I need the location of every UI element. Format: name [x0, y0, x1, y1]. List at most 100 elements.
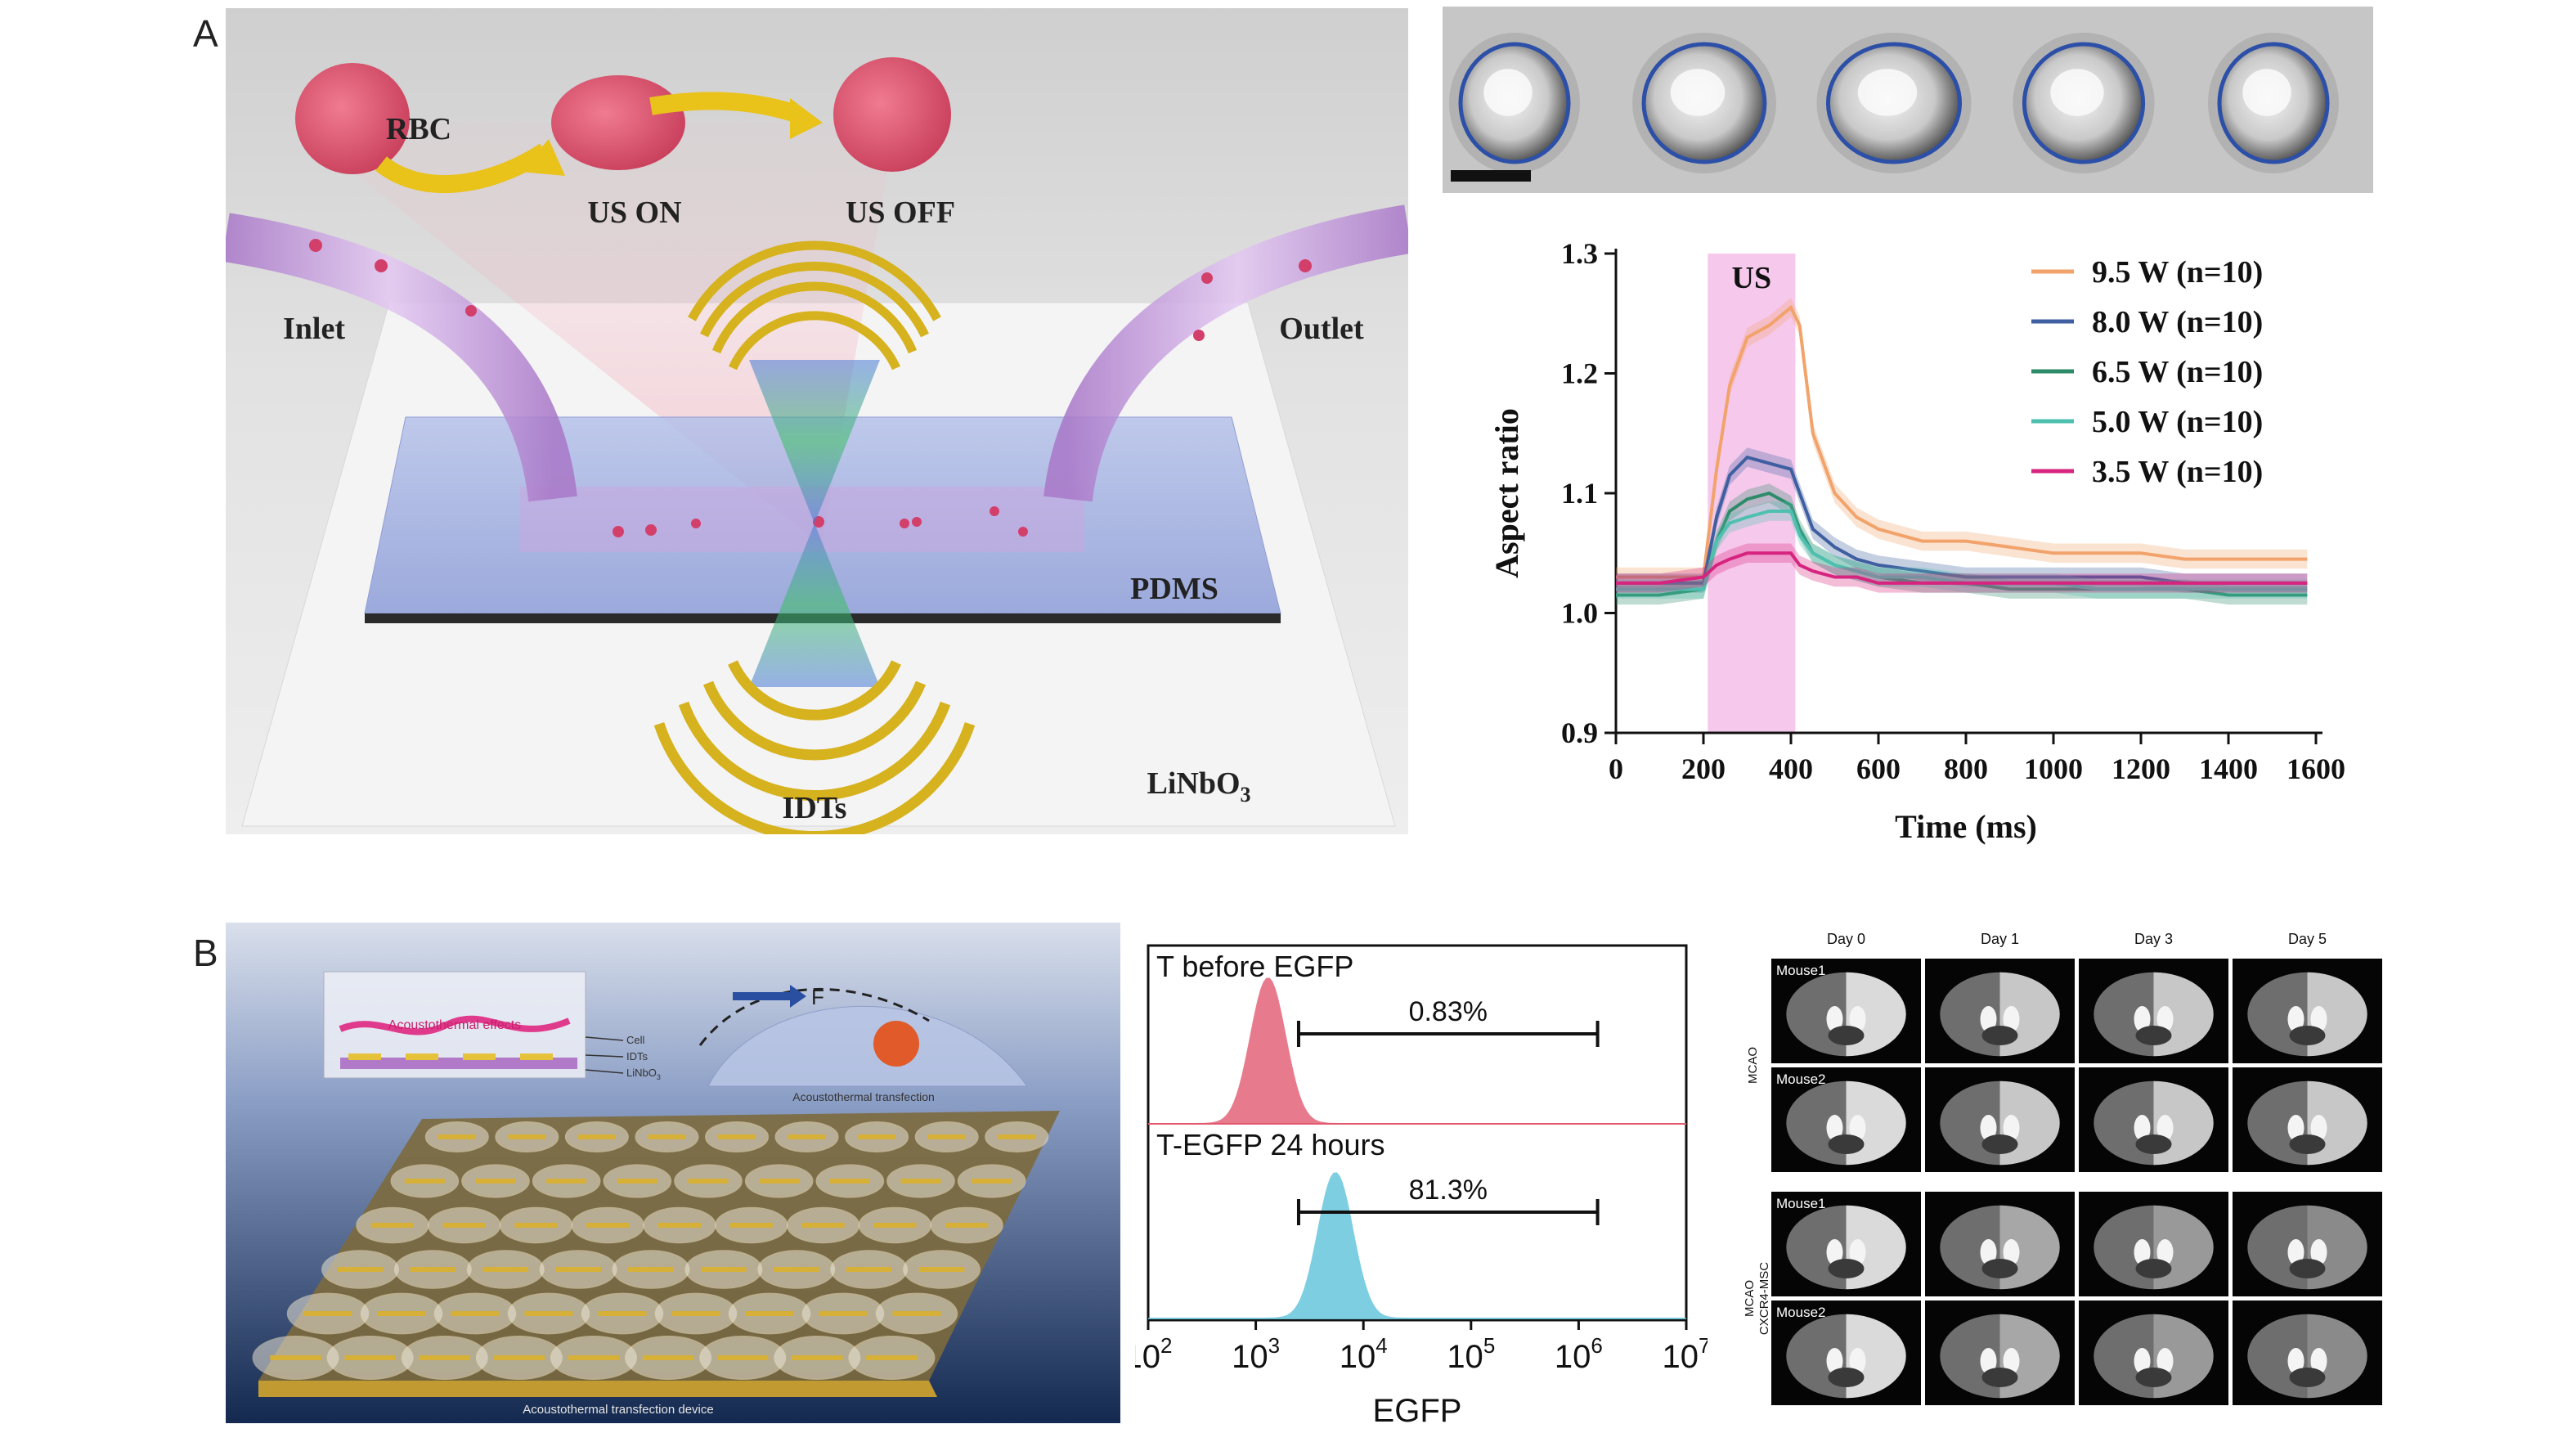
scale-bar [1451, 170, 1531, 182]
x-tick-label: 102 [1135, 1333, 1172, 1375]
mouse-label: Mouse1 [1776, 963, 1825, 978]
mri-scan-tile [2233, 959, 2382, 1063]
svg-text:6.5 W (n=10): 6.5 W (n=10) [2092, 355, 2263, 389]
x-axis-title: Time (ms) [1895, 808, 2037, 845]
series-line [1616, 551, 2308, 585]
rbc-cell-1 [295, 63, 410, 174]
outlet-label: Outlet [1279, 312, 1364, 346]
histogram-label: T-EGFP 24 hours [1156, 1128, 1384, 1161]
group-label: MCAOCXCR4-MSC [1743, 1262, 1771, 1335]
arrow-icon [375, 143, 550, 194]
rbc-image-cell [1449, 33, 1580, 173]
egfp-flow-cytometry-chart: T before EGFP 0.83% T-EGFP 24 hours 81.3% 10… [1135, 944, 1708, 1429]
aspect-ratio-chart: US 0.9 1.0 1.1 1.2 1.3 0 200 400 600 800 1000 1200 14… [1488, 237, 2345, 845]
acoustothermal-device-render: Acoustothermal effects Cell IDTs LiNbO3 … [226, 923, 1120, 1423]
series-line [1616, 304, 2308, 579]
idts-label: IDTs [783, 791, 847, 825]
y-tick-label: 0.9 [1561, 716, 1598, 749]
us-off-label: US OFF [846, 195, 955, 230]
x-tick-label: 400 [1769, 752, 1813, 785]
rbc-deformation-image-strip [1443, 7, 2373, 193]
legend-entry: 9.5 W (n=10) [2031, 255, 2263, 290]
device-caption: Acoustothermal transfection device [523, 1403, 713, 1417]
mouse-label: Mouse2 [1776, 1071, 1825, 1087]
x-tick-label: 600 [1856, 752, 1901, 785]
mouse-label: Mouse2 [1776, 1305, 1825, 1320]
mri-scan-tile [2233, 1067, 2382, 1172]
mri-scan-tile [2079, 1192, 2228, 1296]
legend-entry: 6.5 W (n=10) [2031, 355, 2263, 389]
mri-scan-tile [1771, 959, 1921, 1063]
us-band-label: US [1732, 261, 1772, 295]
mri-scan-tile [1925, 1192, 2075, 1296]
rbc-image-cell [1632, 33, 1776, 173]
acoustothermal-inset: Acoustothermal effects Cell IDTs LiNbO3 [323, 971, 661, 1081]
gate-percent: 0.83% [1409, 996, 1488, 1027]
y-tick-label: 1.3 [1561, 237, 1598, 270]
x-tick-label: 103 [1232, 1333, 1280, 1375]
mri-scan-tile [2079, 1067, 2228, 1172]
rbc-image-cell [1816, 33, 1972, 173]
histogram-curve [1148, 1172, 1686, 1319]
x-tick-label: 1400 [2199, 752, 2258, 785]
rbc-image-cell [2208, 33, 2339, 173]
day-column-label: Day 1 [1981, 931, 2019, 947]
x-tick-label: 105 [1447, 1333, 1495, 1375]
rbc-label: RBC [386, 112, 451, 146]
rbc-cell-3 [833, 57, 951, 172]
rbc-image-cell [2013, 33, 2155, 173]
arrow-icon [649, 92, 801, 124]
day-column-label: Day 5 [2288, 931, 2327, 947]
legend-entry: 8.0 W (n=10) [2031, 305, 2263, 339]
mouse-label: Mouse1 [1776, 1196, 1825, 1211]
x-tick-label: 800 [1944, 752, 1988, 785]
svg-text:IDTs: IDTs [626, 1050, 648, 1062]
y-tick-label: 1.0 [1561, 597, 1598, 630]
svg-text:9.5 W (n=10): 9.5 W (n=10) [2092, 255, 2263, 290]
mri-scan-tile [1771, 1067, 1921, 1172]
svg-text:3.5 W (n=10): 3.5 W (n=10) [2092, 455, 2263, 489]
series-line [1616, 455, 2308, 585]
linbo3-label: LiNbO3 [1147, 766, 1250, 806]
histogram-curve [1148, 977, 1686, 1125]
svg-text:LiNbO3: LiNbO3 [626, 1067, 661, 1081]
x-tick-label: 0 [1609, 752, 1623, 785]
y-axis-title: Aspect ratio [1488, 408, 1525, 578]
mri-scan-tile [1771, 1300, 1921, 1405]
plot-frame [1147, 944, 1688, 1322]
y-tick-label: 1.2 [1561, 357, 1598, 390]
mri-scan-tile [1925, 1300, 2075, 1405]
svg-text:Cell: Cell [626, 1034, 645, 1046]
gate-percent: 81.3% [1409, 1175, 1488, 1206]
x-tick-label: 1000 [2024, 752, 2083, 785]
day-column-label: Day 3 [2134, 931, 2173, 947]
transfection-cell-illustration: F Acoustothermal transfection [698, 985, 1028, 1103]
legend-entry: 5.0 W (n=10) [2031, 405, 2263, 439]
x-axis-title: EGFP [1373, 1393, 1462, 1429]
svg-text:Acoustothermal effects: Acoustothermal effects [388, 1018, 521, 1032]
us-on-label: US ON [587, 195, 681, 230]
x-tick-label: 1600 [2287, 752, 2345, 785]
pdms-label: PDMS [1130, 572, 1218, 606]
day-column-label: Day 0 [1827, 931, 1865, 947]
x-tick-label: 1200 [2112, 752, 2170, 785]
group-label: MCAO [1746, 1047, 1760, 1084]
mri-scan-tile [2233, 1192, 2382, 1296]
x-tick-label: 200 [1681, 752, 1726, 785]
mri-scan-tile [2079, 1300, 2228, 1405]
svg-text:F: F [811, 985, 824, 1009]
svg-text:8.0 W (n=10): 8.0 W (n=10) [2092, 305, 2263, 339]
x-tick-label: 107 [1663, 1333, 1708, 1375]
acoustic-device-schematic: RBC US ON US OFF Inlet Outlet PDMS IDTs … [226, 8, 1408, 834]
x-tick-label: 106 [1555, 1333, 1603, 1375]
svg-text:Acoustothermal transfection: Acoustothermal transfection [792, 1090, 935, 1103]
mri-brain-grid: Day 0 Day 1 Day 3 Day 5 MCAO Mouse1 Mouse2 MCAO… [1743, 931, 2382, 1405]
mri-scan-tile [1925, 1067, 2075, 1172]
series-line [1616, 510, 2308, 591]
histogram-label: T before EGFP [1156, 950, 1353, 983]
mri-scan-tile [1771, 1192, 1921, 1296]
svg-text:5.0 W (n=10): 5.0 W (n=10) [2092, 405, 2263, 439]
x-tick-label: 104 [1340, 1333, 1388, 1375]
y-tick-label: 1.1 [1561, 477, 1598, 510]
inlet-label: Inlet [283, 312, 345, 346]
